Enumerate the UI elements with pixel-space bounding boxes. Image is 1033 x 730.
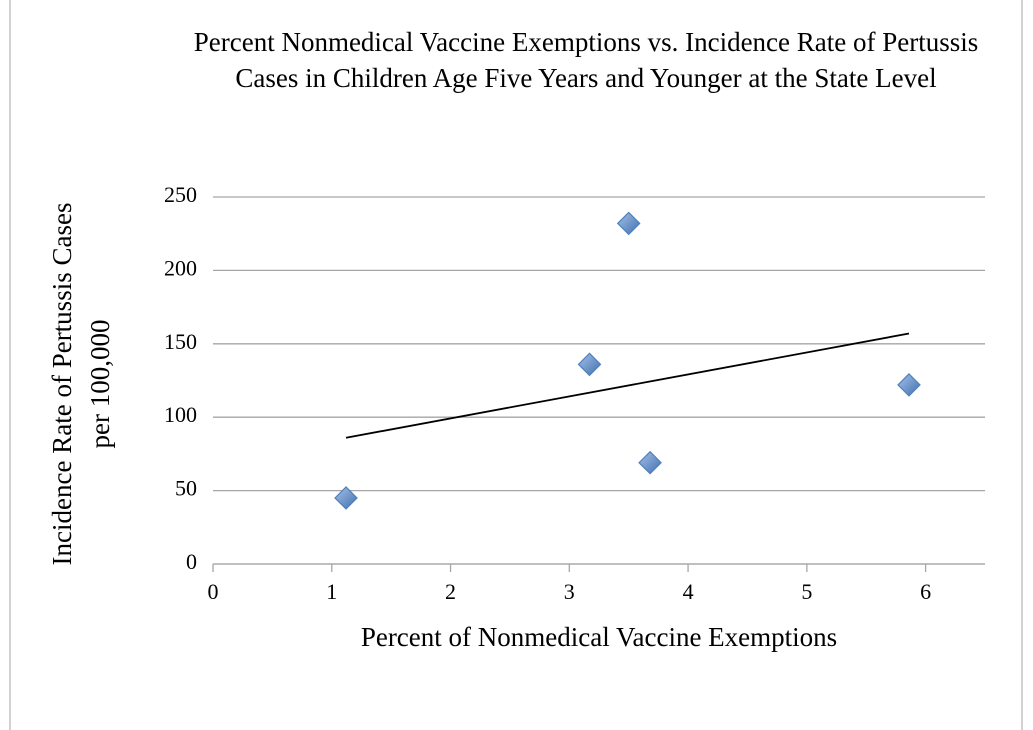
y-tick-label: 100	[164, 402, 197, 427]
scatter-point	[577, 352, 602, 377]
scatter-point	[334, 486, 358, 510]
scatter-point	[897, 373, 921, 397]
chart-frame	[9, 0, 1023, 730]
y-tick-label: 50	[175, 476, 197, 501]
y-axis-label: Incidence Rate of Pertussis Cases per 10…	[47, 202, 115, 566]
scatter-point	[616, 211, 641, 236]
x-tick-label: 0	[208, 579, 219, 604]
x-tick-label: 6	[920, 579, 931, 604]
y-tick-label: 250	[164, 182, 197, 207]
y-tick-label: 200	[164, 255, 197, 280]
x-tick-label: 1	[326, 579, 337, 604]
x-tick-label: 4	[683, 579, 694, 604]
x-tick-label: 3	[564, 579, 575, 604]
x-tick-label: 5	[801, 579, 812, 604]
scatter-point	[638, 450, 662, 475]
x-tick-label: 2	[445, 579, 456, 604]
trendline	[345, 332, 910, 439]
y-tick-label: 0	[186, 549, 197, 574]
y-tick-label: 150	[164, 329, 197, 354]
chart-title: Percent Nonmedical Vaccine Exemptions vs…	[193, 27, 979, 93]
x-axis-label: Percent of Nonmedical Vaccine Exemptions	[360, 622, 838, 652]
